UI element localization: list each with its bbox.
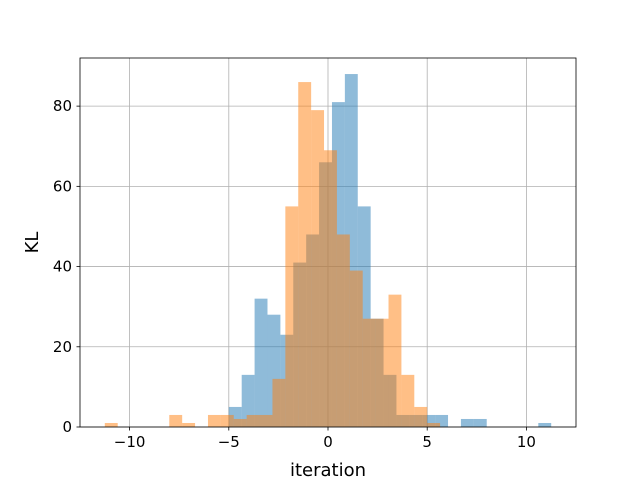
x-tick-label: 5 (422, 433, 432, 451)
histogram-bar-series-2 (349, 270, 363, 427)
x-axis-label: iteration (290, 460, 366, 480)
histogram-bar-series-2 (169, 414, 183, 427)
x-tick-label: −5 (218, 433, 240, 451)
histogram-bar-series-2 (246, 414, 260, 427)
histogram-bar-series-2 (182, 422, 196, 427)
y-tick-label: 60 (53, 177, 72, 195)
histogram-bars (104, 74, 552, 428)
histogram-bar-series-2 (427, 422, 441, 427)
histogram-bar-series-2 (207, 414, 221, 427)
histogram-bar-series-2 (362, 318, 376, 427)
histogram-bar-series-2 (298, 82, 312, 427)
histogram-bar-series-1 (241, 374, 255, 427)
x-tick-label: −10 (114, 433, 146, 451)
x-tick-label: 0 (323, 433, 333, 451)
histogram-bar-series-2 (311, 110, 325, 428)
histogram-bar-series-2 (336, 234, 350, 427)
histogram-bar-series-1 (460, 418, 474, 427)
histogram-bar-series-2 (259, 414, 273, 427)
histogram-bar-series-2 (104, 422, 118, 427)
histogram-bar-series-2 (401, 374, 415, 427)
histogram-bar-series-2 (220, 414, 234, 427)
histogram-bar-series-2 (285, 206, 299, 427)
y-tick-label: 0 (62, 418, 72, 436)
histogram-bar-series-2 (375, 318, 389, 427)
histogram-bar-series-2 (414, 406, 428, 427)
y-axis-label: KL (22, 232, 43, 254)
histogram-bar-series-1 (473, 418, 487, 427)
histogram-bar-series-2 (388, 294, 402, 427)
y-tick-label: 40 (53, 258, 72, 276)
histogram-bar-series-2 (272, 378, 286, 427)
y-tick-label: 80 (53, 97, 72, 115)
histogram-bar-series-2 (233, 418, 247, 427)
histogram-bar-series-1 (538, 422, 552, 427)
histogram-bar-series-2 (324, 150, 337, 427)
y-tick-label: 20 (53, 338, 72, 356)
axis-ticks: −10 −5 0 5 10 0 20 40 60 80 (53, 97, 536, 451)
x-tick-label: 10 (517, 433, 536, 451)
histogram-bar-series-1 (254, 298, 268, 427)
